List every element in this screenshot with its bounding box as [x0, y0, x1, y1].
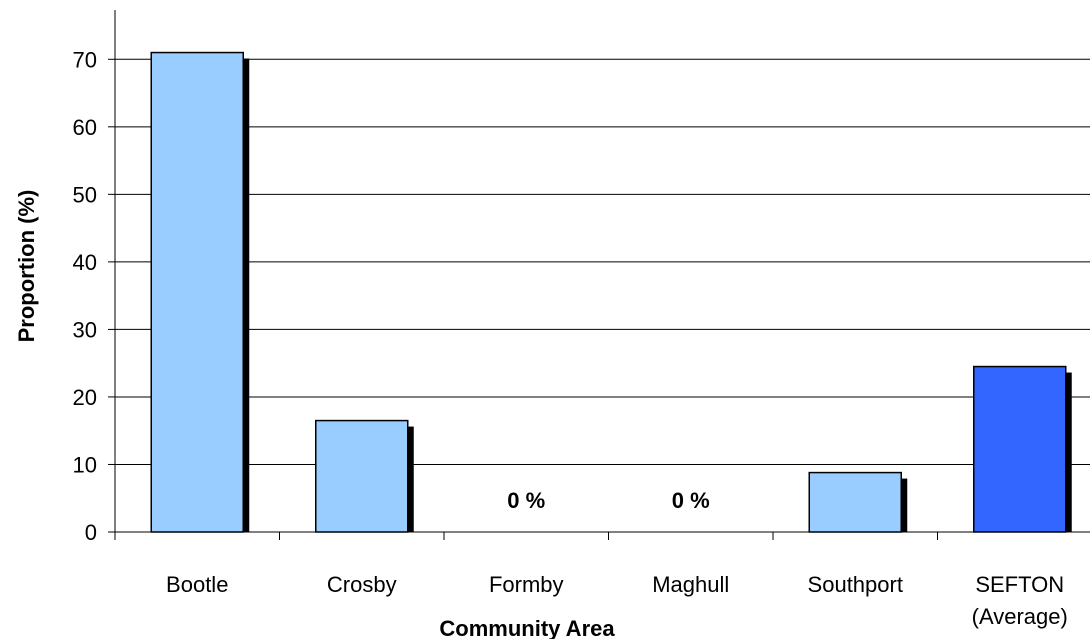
axes: [108, 10, 1090, 540]
y-tick-label: 30: [73, 317, 97, 342]
data-label: 0 %: [672, 488, 710, 513]
x-category-label: Maghull: [652, 572, 729, 597]
x-category-label: Southport: [808, 572, 903, 597]
x-category-label: SEFTON: [975, 572, 1064, 597]
x-category-label: Bootle: [166, 572, 228, 597]
y-tick-label: 60: [73, 115, 97, 140]
y-axis-title: Proportion (%): [14, 190, 39, 343]
gridlines: [115, 58, 1090, 465]
x-category-label: Crosby: [327, 572, 397, 597]
bar: [808, 471, 902, 533]
x-axis-title: Community Area: [439, 616, 615, 639]
y-tick-label: 70: [73, 47, 97, 72]
y-tick-label: 10: [73, 452, 97, 477]
x-category-label: (Average): [972, 604, 1068, 629]
bar: [150, 51, 244, 533]
data-labels: 0 % 0 %: [507, 488, 709, 513]
x-category-labels: Bootle Crosby Formby Maghull Southport SEFTON…: [166, 572, 1068, 629]
y-tick-label: 0: [85, 520, 97, 545]
bars: [150, 51, 1072, 533]
y-tick-label: 20: [73, 385, 97, 410]
data-label: 0 %: [507, 488, 545, 513]
bar: [973, 365, 1067, 533]
y-tick-label: 40: [73, 250, 97, 275]
bar: [315, 419, 409, 533]
y-tick-labels: 0 10 20 30 40 50 60 70: [73, 47, 97, 545]
y-tick-label: 50: [73, 182, 97, 207]
x-category-label: Formby: [489, 572, 564, 597]
